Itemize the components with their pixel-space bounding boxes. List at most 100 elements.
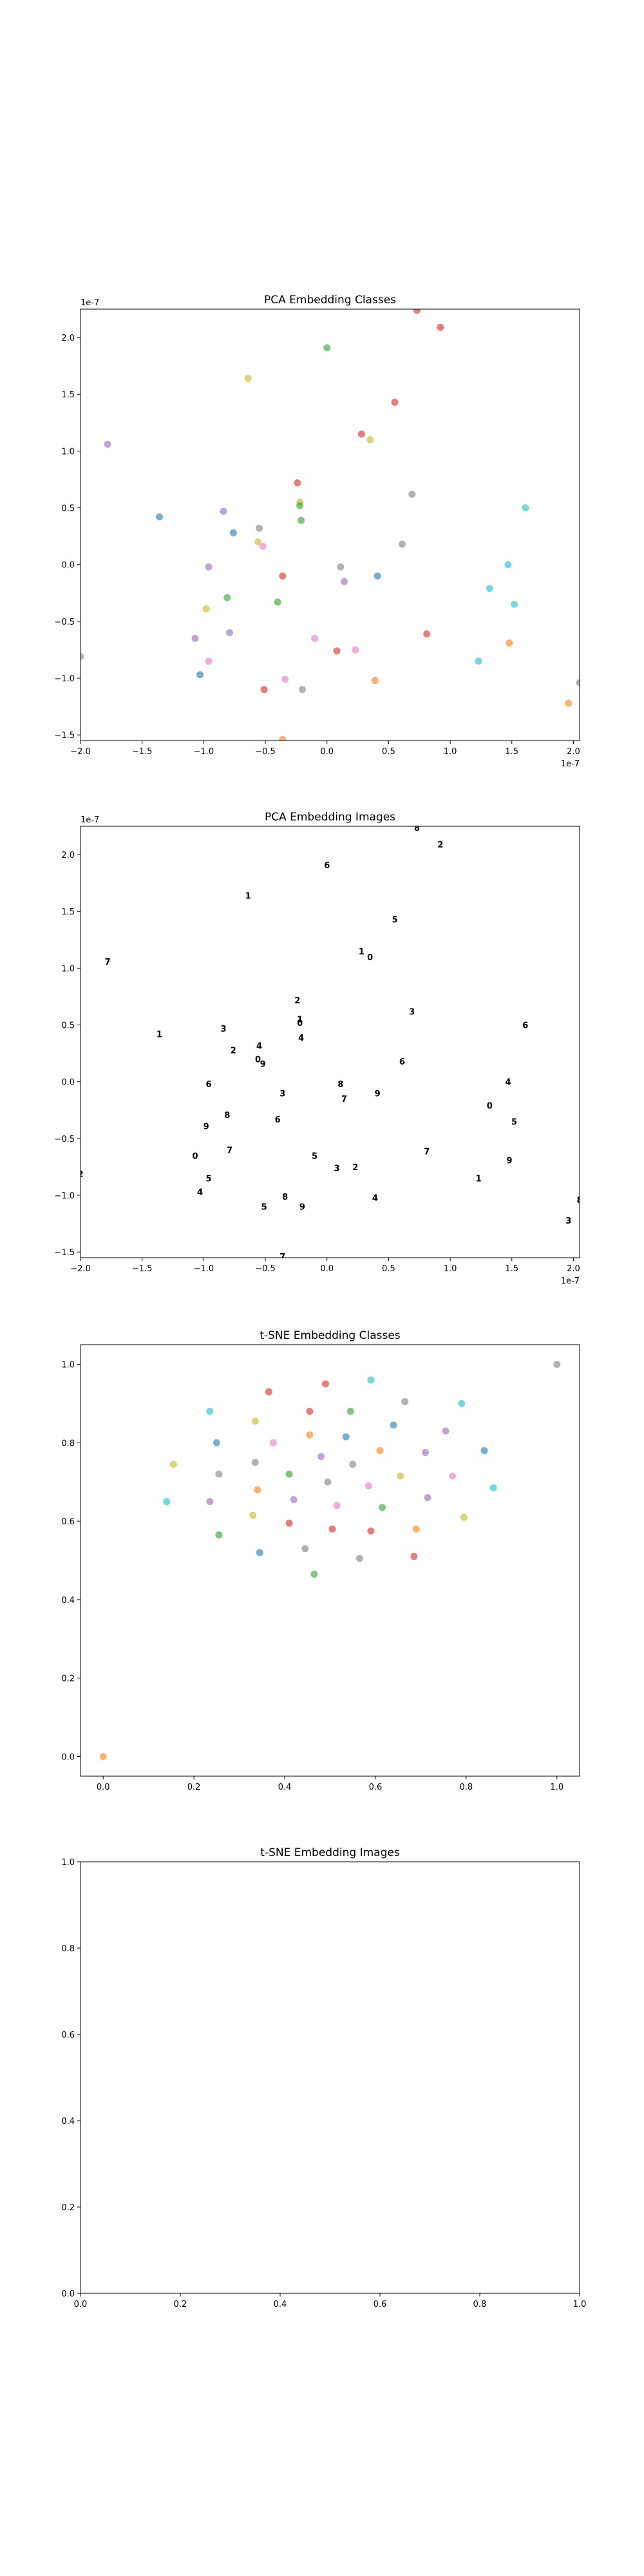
- y-tick-label: 0.0: [61, 1078, 75, 1088]
- image-marker: 4: [298, 1034, 304, 1043]
- scatter-point: [576, 679, 580, 687]
- scatter-point: [104, 440, 111, 448]
- x-tick-label: 2.0: [567, 747, 580, 757]
- scatter-point: [213, 1439, 220, 1446]
- scatter-point: [205, 658, 213, 665]
- scatter-point: [506, 639, 513, 647]
- scatter-point: [424, 1494, 431, 1502]
- x-tick-label: 0.4: [274, 2300, 287, 2309]
- axes-frame: [80, 826, 580, 1258]
- y-tick-label: 0.6: [61, 2031, 75, 2040]
- scatter-point: [398, 540, 406, 548]
- scatter-point: [290, 1496, 298, 1504]
- image-marker: 6: [324, 861, 330, 871]
- x-tick-label: 1.5: [505, 747, 518, 757]
- scatter-point: [229, 529, 237, 536]
- scatter-point: [321, 1380, 329, 1388]
- scatter-point: [522, 504, 529, 512]
- scatter-point: [279, 735, 287, 741]
- image-marker: 5: [261, 1203, 267, 1213]
- x-tick-label: 0.0: [320, 1264, 334, 1274]
- scatter-point: [460, 1513, 468, 1521]
- y-tick-label: 0.5: [61, 1021, 75, 1031]
- image-marker: 3: [409, 1007, 415, 1017]
- x-tick-label: 0.0: [320, 747, 334, 757]
- scatter-point: [256, 1549, 263, 1557]
- x-tick-label: 0.0: [97, 1783, 110, 1792]
- scatter-point: [254, 1486, 261, 1493]
- image-marker: 7: [424, 1147, 430, 1157]
- y-tick-label: 1.0: [61, 1858, 75, 1868]
- scatter-point: [244, 375, 252, 383]
- scatter-point: [328, 1525, 336, 1533]
- x-tick-label: −1.0: [194, 1264, 214, 1274]
- x-tick-label: 1.0: [444, 747, 457, 757]
- x-tick-label: −0.5: [255, 1264, 276, 1274]
- y-tick-label: −1.5: [54, 1248, 75, 1258]
- image-marker: 0: [367, 953, 373, 963]
- x-tick-label: 0.4: [278, 1783, 292, 1792]
- tsne-images-title: t-SNE Embedding Images: [260, 1846, 400, 1859]
- scatter-point: [259, 543, 267, 550]
- scatter-point: [306, 1431, 314, 1439]
- scatter-point: [80, 653, 84, 661]
- image-marker: 8: [337, 1080, 343, 1090]
- scatter-point: [285, 1470, 293, 1478]
- image-marker: 2: [231, 1046, 236, 1056]
- scatter-point: [251, 1417, 259, 1425]
- points-layer: [99, 1360, 561, 1761]
- scatter-point: [413, 309, 421, 314]
- pca-images-panel: PCA Embedding Images 7210495638721049563…: [54, 811, 582, 1286]
- tsne-classes-title: t-SNE Embedding Classes: [260, 1329, 400, 1342]
- y-tick-label: 0.0: [61, 1753, 75, 1763]
- scatter-point: [342, 1433, 350, 1441]
- scatter-point: [274, 598, 281, 606]
- image-marker: 7: [227, 1146, 232, 1156]
- y-tick-label: 0.4: [61, 2117, 75, 2126]
- x-tick-label: 1.0: [573, 2300, 587, 2309]
- scatter-point: [379, 1504, 386, 1511]
- points-layer: [80, 309, 580, 741]
- image-marker: 3: [279, 1089, 285, 1099]
- x-tick-label: 0.6: [369, 1783, 383, 1792]
- scatter-point: [251, 1459, 259, 1466]
- scatter-point: [397, 1472, 404, 1480]
- image-marker: 1: [156, 1030, 162, 1040]
- image-marker: 9: [260, 1060, 266, 1070]
- scatter-point: [294, 479, 301, 487]
- scatter-point: [163, 1498, 171, 1506]
- scatter-point: [205, 563, 213, 571]
- image-marker: 5: [205, 1175, 211, 1184]
- scatter-point: [279, 572, 287, 580]
- image-marker: 4: [256, 1041, 262, 1051]
- scatter-point: [437, 323, 444, 331]
- scatter-point: [504, 561, 512, 569]
- y-tick-label: 0.2: [61, 1674, 75, 1684]
- image-marker: 0: [255, 1055, 261, 1065]
- y-tick-label: 2.0: [61, 334, 75, 343]
- image-marker: 2: [437, 840, 443, 850]
- scatter-point: [265, 1388, 272, 1396]
- scatter-point: [366, 436, 374, 444]
- scatter-point: [410, 1553, 418, 1560]
- image-marker: 3: [334, 1164, 340, 1174]
- scatter-point: [206, 1408, 214, 1416]
- x-tick-label: 1.0: [444, 1264, 457, 1274]
- y-tick-label: 0.8: [61, 1944, 75, 1954]
- scatter-point: [352, 646, 359, 654]
- scatter-point: [310, 1570, 318, 1578]
- scatter-point: [374, 572, 381, 580]
- scatter-point: [249, 1511, 257, 1519]
- image-marker: 8: [576, 1196, 582, 1206]
- x-tick-label: 0.8: [473, 2300, 487, 2309]
- image-marker: 8: [282, 1193, 288, 1202]
- y-offset-text: 1e-7: [80, 298, 99, 308]
- scatter-point: [475, 658, 482, 665]
- scatter-point: [220, 507, 227, 515]
- axes-frame: [80, 1861, 580, 2294]
- image-marker: 0: [192, 1151, 198, 1161]
- x-tick-label: −2.0: [70, 1264, 91, 1274]
- x-tick-label: 1.5: [505, 1264, 518, 1274]
- scatter-point: [489, 1484, 497, 1492]
